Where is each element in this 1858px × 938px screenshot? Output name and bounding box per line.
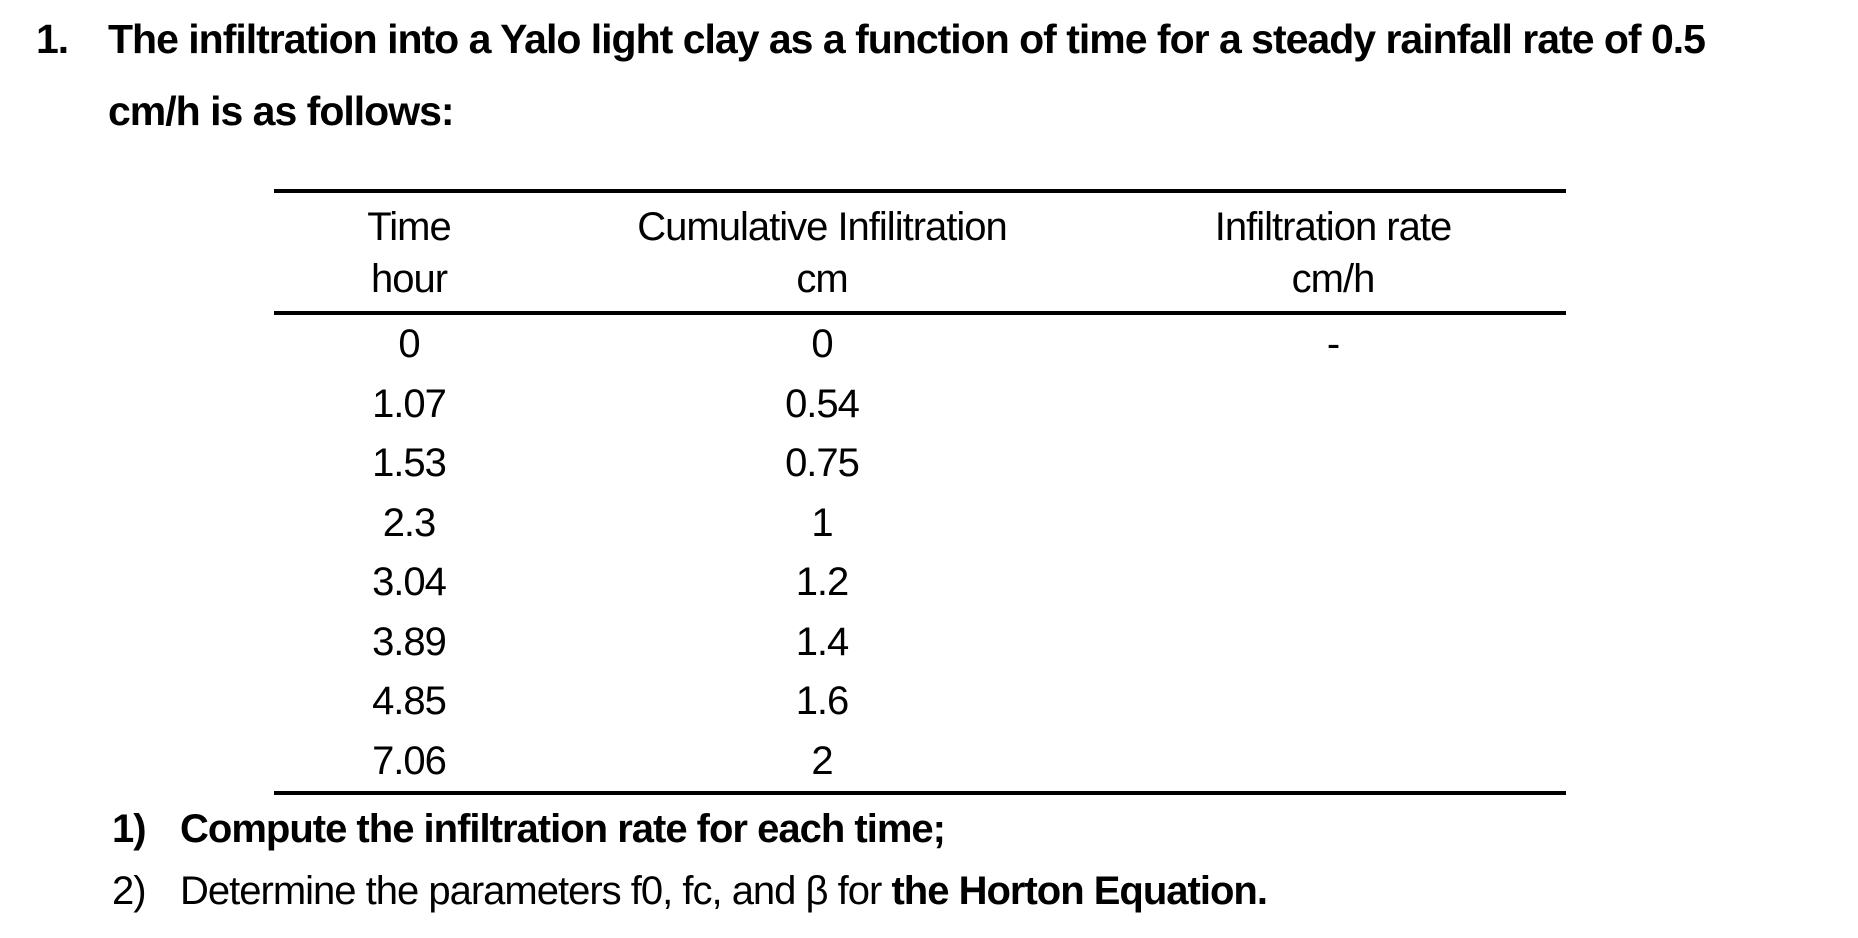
- table-row: 2.3 1: [274, 494, 1566, 554]
- cell-cumulative: 0: [811, 322, 833, 366]
- question-2-number: 2): [112, 869, 147, 913]
- column-header-infiltration-rate: Infiltration rate: [1214, 205, 1452, 249]
- question-2-text-bold: the Horton Equation.: [891, 869, 1268, 913]
- cell-time: 4.85: [372, 679, 447, 723]
- cell-rate: [1100, 553, 1566, 613]
- problem-number: 1.: [36, 16, 69, 62]
- cell-cumulative: 1: [811, 500, 833, 545]
- cell-time: 1.07: [372, 381, 447, 426]
- column-unit-cumulative-infiltration: cm: [796, 257, 848, 301]
- table-row: 3.89 1.4: [274, 613, 1566, 673]
- cell-rate: [1100, 375, 1566, 435]
- problem-statement-line1: The infiltration into a Yalo light clay …: [108, 16, 1706, 62]
- table-row: 4.85 1.6: [274, 672, 1566, 732]
- column-unit-infiltration-rate: cm/h: [1291, 257, 1376, 301]
- cell-cumulative: 0.75: [785, 441, 860, 485]
- question-1-text: Compute the infiltration rate for each t…: [180, 807, 946, 851]
- cell-time: 7.06: [372, 738, 447, 783]
- column-header-time: Time: [367, 205, 451, 249]
- cell-rate: [1100, 732, 1566, 792]
- cell-rate: -: [1326, 322, 1340, 366]
- cell-time: 3.04: [372, 560, 447, 604]
- cell-cumulative: 2: [811, 738, 833, 783]
- cell-rate: [1100, 613, 1566, 673]
- column-unit-time: hour: [370, 257, 448, 301]
- table-header: Time Cumulative Infilitration Infiltrati…: [274, 193, 1566, 315]
- cell-rate: [1100, 434, 1566, 494]
- cell-rate: [1100, 494, 1566, 554]
- cell-cumulative: 1.4: [795, 619, 850, 664]
- infiltration-data-table: Time Cumulative Infilitration Infiltrati…: [274, 189, 1566, 795]
- table-header-unit-row: hour cm cm/h: [274, 253, 1566, 305]
- cell-cumulative: 1.6: [795, 679, 850, 723]
- table-row: 7.06 2: [274, 732, 1566, 792]
- question-2-text: Determine the parameters f0, fc, and β f…: [180, 866, 1268, 916]
- table-row: 0 0 -: [274, 315, 1566, 375]
- question-1-number: 1): [112, 807, 147, 851]
- cell-cumulative: 1.2: [795, 560, 850, 604]
- cell-time: 2.3: [382, 500, 437, 545]
- cell-cumulative: 0.54: [785, 381, 860, 426]
- table-row: 1.07 0.54: [274, 375, 1566, 435]
- question-2-text-regular: Determine the parameters f0, fc, and β f…: [180, 869, 892, 913]
- cell-time: 0: [398, 322, 420, 366]
- cell-rate: [1100, 672, 1566, 732]
- table-header-label-row: Time Cumulative Infilitration Infiltrati…: [274, 201, 1566, 253]
- cell-time: 1.53: [372, 441, 447, 485]
- cell-time: 3.89: [372, 619, 447, 664]
- column-header-cumulative-infiltration: Cumulative Infilitration: [637, 205, 1008, 249]
- table-body: 0 0 - 1.07 0.54 1.53 0.75 2.3 1 3.04: [274, 315, 1566, 791]
- problem-statement-line2: cm/h is as follows:: [108, 88, 455, 134]
- table-row: 1.53 0.75: [274, 434, 1566, 494]
- table-row: 3.04 1.2: [274, 553, 1566, 613]
